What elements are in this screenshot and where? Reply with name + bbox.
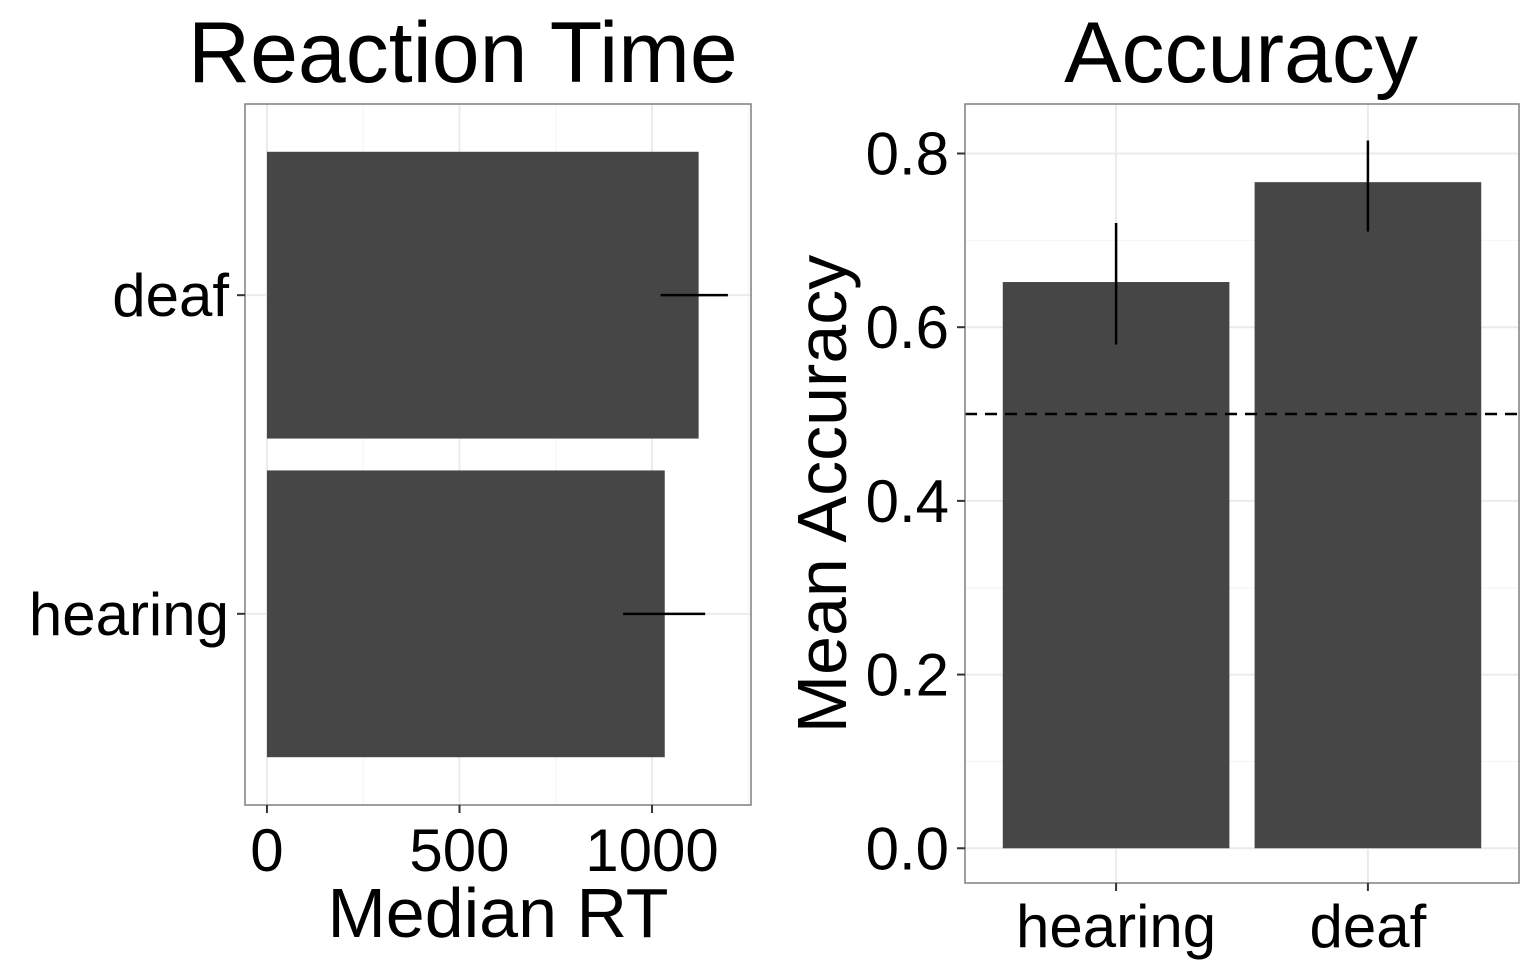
acc-error-bars <box>1114 140 1370 345</box>
acc-chart-title: Accuracy <box>1064 5 1418 101</box>
rt-bars <box>266 151 699 758</box>
acc-x-axis: hearing deaf <box>1016 883 1427 960</box>
acc-y-axis-title: Mean Accuracy <box>783 255 861 734</box>
rt-bar-hearing <box>266 470 665 758</box>
acc-y-tick-label: 0.0 <box>866 815 949 882</box>
acc-x-category-label: hearing <box>1016 893 1216 960</box>
acc-y-tick-label: 0.8 <box>866 121 949 188</box>
rt-error-bars <box>623 293 728 616</box>
acc-y-tick-label: 0.6 <box>866 294 949 361</box>
rt-chart-title: Reaction Time <box>188 5 738 101</box>
acc-bars <box>1002 182 1482 849</box>
rt-x-tick-label: 500 <box>409 817 509 884</box>
acc-x-category-label: deaf <box>1310 893 1427 960</box>
rt-x-axis-title: Median RT <box>327 874 668 952</box>
rt-x-tick-label: 0 <box>250 817 283 884</box>
acc-panel-border <box>964 103 1520 884</box>
rt-x-axis: 0 500 1000 <box>250 805 719 884</box>
acc-y-tick-label: 0.2 <box>866 642 949 709</box>
rt-y-axis: hearing deaf <box>29 262 245 648</box>
rt-bar-deaf <box>266 151 699 439</box>
acc-y-tick-label: 0.4 <box>866 468 949 535</box>
rt-y-category-label: hearing <box>29 581 229 648</box>
rt-panel-border <box>244 103 752 806</box>
acc-bar-deaf <box>1254 182 1482 849</box>
reaction-time-panel: 0 500 1000 hearing deaf Median RT Reaction … <box>29 5 752 952</box>
accuracy-panel: hearing deaf 0.0 0.2 0.4 0.6 0.8 Mean Accurac… <box>783 5 1520 960</box>
acc-bar-hearing <box>1002 282 1230 849</box>
rt-x-tick-label: 1000 <box>585 817 718 884</box>
acc-y-axis: 0.0 0.2 0.4 0.6 0.8 <box>866 121 965 882</box>
rt-y-category-label: deaf <box>112 262 229 329</box>
